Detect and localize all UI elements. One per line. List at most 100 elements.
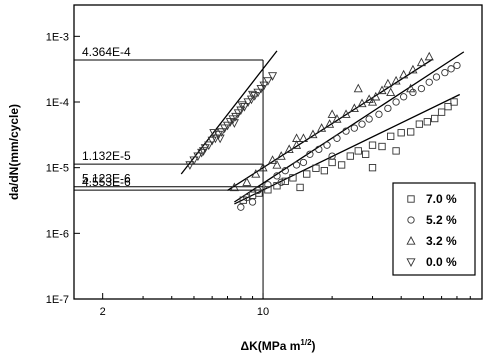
data-point-3-2 [292, 140, 302, 149]
data-point-3-2 [371, 91, 381, 101]
data-point-5-2 [306, 150, 314, 158]
data-point-0-0 [248, 90, 258, 100]
data-point-5-2 [365, 115, 373, 123]
data-point-7-0 [423, 118, 431, 126]
data-point-3-2 [367, 97, 378, 106]
data-point-3-2 [325, 119, 335, 128]
data-point-7-0 [397, 129, 405, 137]
data-point-0-0 [239, 102, 250, 112]
data-point-0-0 [207, 136, 217, 146]
data-point-0-0 [237, 101, 247, 110]
data-point-5-2 [342, 127, 350, 135]
data-point-7-0 [450, 98, 458, 106]
legend: 7.0 % 5.2 % 3.2 % 0.0 % [392, 182, 476, 276]
annotation-label: 1.132E-5 [82, 149, 131, 163]
data-point-0-0 [198, 147, 209, 156]
data-point-5-2 [264, 181, 272, 189]
data-point-5-2 [375, 110, 383, 118]
data-point-0-0 [204, 141, 214, 151]
y-axis-title: da/dN(mm/cycle) [7, 104, 21, 200]
data-point-5-2 [315, 145, 323, 154]
data-point-5-2 [425, 78, 433, 86]
data-point-0-0 [263, 77, 273, 86]
data-point-5-2 [248, 198, 257, 206]
data-point-5-2 [441, 68, 449, 77]
data-point-7-0 [296, 183, 304, 192]
data-point-3-2 [349, 103, 359, 113]
data-point-7-0 [354, 147, 362, 155]
data-point-3-2 [424, 51, 434, 61]
data-point-0-0 [197, 148, 207, 158]
data-point-0-0 [250, 91, 260, 101]
legend-marker [406, 258, 416, 267]
data-point-7-0 [368, 164, 377, 172]
data-point-7-0 [444, 102, 452, 111]
data-point-0-0 [229, 119, 239, 128]
data-point-7-0 [415, 120, 424, 128]
data-point-0-0 [220, 124, 230, 134]
x-axis-title-main: ΔK(MPa m [240, 339, 300, 353]
x-tick-label: 2 [100, 306, 106, 318]
data-point-5-2 [273, 172, 281, 180]
data-point-0-0 [189, 156, 199, 166]
annotation-label: 4.553E-6 [82, 175, 131, 189]
data-point-3-2 [353, 83, 363, 93]
data-point-5-2 [299, 158, 308, 167]
data-point-5-2 [447, 65, 455, 73]
legend-box [392, 182, 476, 276]
plot-frame [73, 4, 483, 300]
data-point-3-2 [317, 123, 327, 132]
legend-label: 5.2 % [426, 213, 457, 227]
x-axis-title-end: ) [312, 339, 316, 353]
data-point-7-0 [346, 152, 354, 160]
data-point-3-2 [399, 69, 409, 79]
data-point-3-2 [357, 98, 367, 108]
data-point-5-2 [417, 84, 426, 93]
data-point-7-0 [378, 142, 386, 151]
data-point-5-2 [323, 141, 331, 149]
data-point-7-0 [337, 161, 346, 169]
data-point-0-0 [259, 81, 269, 91]
fit-line-7-0 [234, 93, 461, 205]
data-point-5-2 [392, 98, 400, 106]
data-point-3-2 [408, 64, 418, 74]
data-point-3-2 [298, 133, 308, 142]
x-axis-title: ΔK(MPa m1/2) [240, 338, 315, 353]
data-point-0-0 [217, 128, 227, 137]
legend-marker [407, 195, 415, 203]
data-point-3-2 [383, 78, 393, 88]
data-point-5-2 [453, 61, 461, 70]
data-point-7-0 [431, 114, 439, 123]
data-point-5-2 [350, 124, 359, 132]
legend-label: 7.0 % [426, 192, 457, 206]
data-point-7-0 [328, 158, 336, 167]
data-point-0-0 [193, 152, 203, 162]
annotation-label: 5.123E-6 [82, 172, 131, 186]
data-point-3-2 [377, 85, 387, 95]
y-tick-label: 1E-3 [46, 31, 69, 43]
data-point-5-2 [409, 88, 417, 97]
data-point-7-0 [387, 132, 395, 140]
data-point-3-2 [229, 182, 239, 192]
data-point-7-0 [361, 150, 370, 158]
legend-label: 0.0 % [426, 255, 457, 269]
y-tick-label: 1E-4 [46, 97, 69, 109]
data-point-5-2 [384, 104, 392, 113]
data-point-0-0 [222, 121, 233, 131]
data-point-7-0 [264, 186, 272, 194]
data-point-3-2 [292, 133, 302, 142]
data-point-3-2 [242, 177, 252, 186]
data-point-7-0 [273, 182, 281, 190]
y-tick-label: 1E-6 [46, 228, 69, 240]
data-point-0-0 [215, 134, 225, 144]
data-point-0-0 [185, 161, 195, 170]
data-point-7-0 [303, 170, 311, 178]
data-point-7-0 [407, 128, 415, 136]
y-tick-label: 1E-5 [46, 163, 69, 175]
legend-marker [406, 236, 416, 245]
data-point-3-2 [386, 87, 396, 97]
data-point-0-0 [267, 72, 278, 81]
data-point-5-2 [358, 120, 366, 128]
data-point-7-0 [437, 108, 446, 116]
